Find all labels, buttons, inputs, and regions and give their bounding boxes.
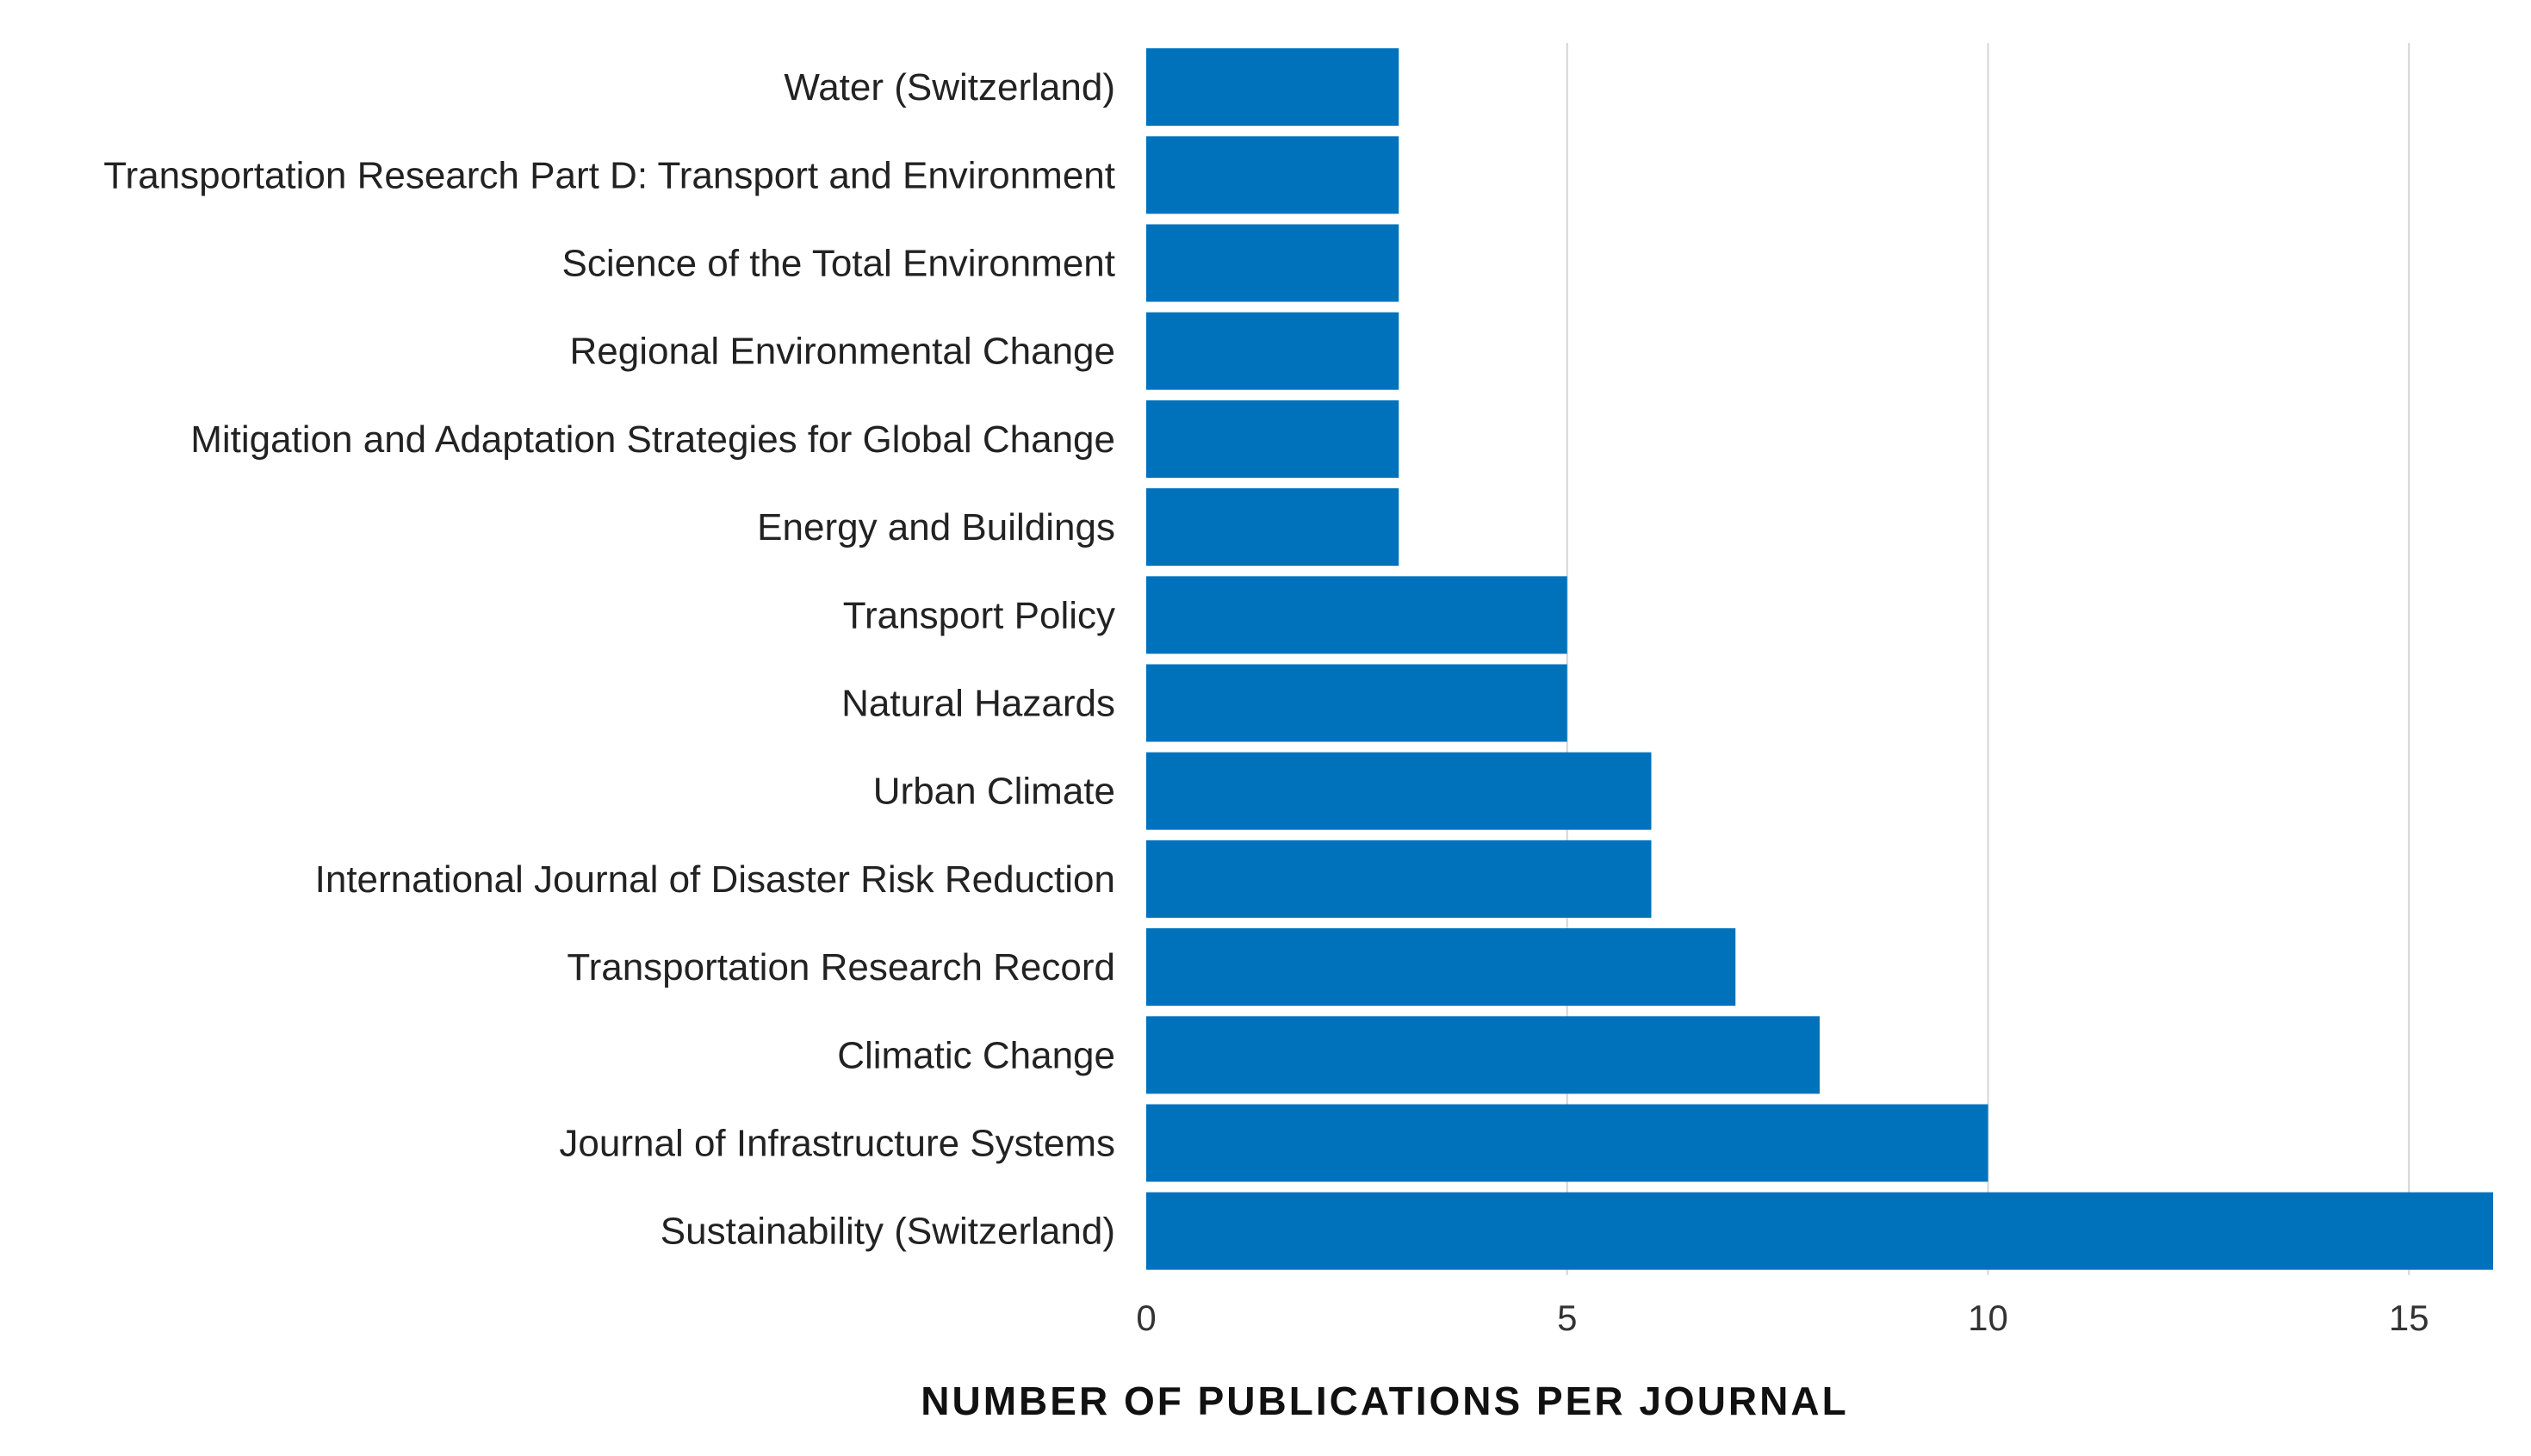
bar bbox=[1146, 664, 1567, 742]
category-label: Natural Hazards bbox=[841, 683, 1115, 725]
bar bbox=[1146, 488, 1399, 567]
x-axis-ticks: 0 5 10 15 bbox=[1136, 1298, 2429, 1338]
bar bbox=[1146, 928, 1736, 1007]
x-tick-label: 10 bbox=[1968, 1298, 2008, 1338]
x-axis-title: NUMBER OF PUBLICATIONS PER JOURNAL bbox=[921, 1379, 1848, 1423]
bar bbox=[1146, 1104, 1988, 1182]
x-tick-label: 5 bbox=[1557, 1298, 1577, 1338]
bar bbox=[1146, 1016, 1820, 1094]
category-label: International Journal of Disaster Risk R… bbox=[315, 858, 1115, 901]
category-label: Water (Switzerland) bbox=[784, 66, 1115, 108]
category-label: Transportation Research Part D: Transpor… bbox=[103, 154, 1115, 196]
bar bbox=[1146, 48, 1399, 127]
category-label: Energy and Buildings bbox=[757, 506, 1115, 548]
category-label: Climatic Change bbox=[837, 1034, 1115, 1076]
category-label: Transportation Research Record bbox=[567, 946, 1115, 988]
category-label: Transport Policy bbox=[843, 594, 1115, 636]
bar bbox=[1146, 752, 1652, 830]
category-label: Science of the Total Environment bbox=[562, 243, 1115, 285]
category-label: Regional Environmental Change bbox=[569, 331, 1115, 373]
category-label: Urban Climate bbox=[873, 771, 1115, 813]
category-labels: Water (Switzerland) Transportation Resear… bbox=[103, 66, 1115, 1253]
category-label: Sustainability (Switzerland) bbox=[661, 1211, 1115, 1253]
x-tick-label: 0 bbox=[1136, 1298, 1156, 1338]
category-label: Journal of Infrastructure Systems bbox=[559, 1123, 1115, 1165]
category-label: Mitigation and Adaptation Strategies for… bbox=[190, 418, 1115, 461]
bar bbox=[1146, 576, 1567, 654]
x-tick-label: 15 bbox=[2389, 1298, 2429, 1338]
bar bbox=[1146, 840, 1652, 918]
bar bbox=[1146, 224, 1399, 302]
bar bbox=[1146, 136, 1399, 214]
bar bbox=[1146, 400, 1399, 478]
bars bbox=[1146, 48, 2493, 1270]
bar bbox=[1146, 1192, 2493, 1270]
bar bbox=[1146, 312, 1399, 390]
